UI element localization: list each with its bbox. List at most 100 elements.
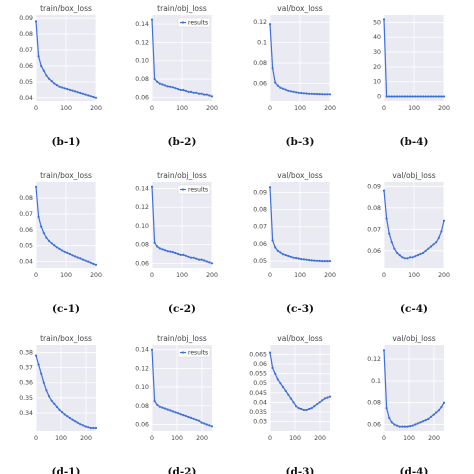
loss-data-point — [76, 91, 79, 94]
loss-data-point — [300, 91, 303, 95]
loss-data-point — [323, 397, 326, 400]
loss-data-point — [42, 69, 45, 72]
loss-data-point — [197, 258, 201, 261]
y-tick-label: 30 — [373, 49, 381, 56]
loss-data-point — [416, 422, 419, 425]
loss-data-point — [182, 414, 185, 417]
loss-data-point — [47, 77, 51, 80]
y-tick-label: 0.34 — [19, 410, 33, 417]
loss-data-point — [422, 251, 425, 254]
x-tick-label: 0 — [382, 272, 386, 279]
loss-data-point — [187, 415, 190, 419]
loss-data-point — [53, 82, 56, 85]
loss-data-point — [315, 92, 319, 96]
y-tick-label: 0.06 — [367, 421, 381, 428]
x-tick-label: 200 — [428, 435, 440, 442]
loss-data-point — [55, 405, 59, 408]
loss-data-point — [42, 381, 45, 384]
loss-data-point — [187, 255, 190, 258]
loss-data-point — [197, 92, 201, 95]
loss-data-point — [313, 259, 316, 262]
loss-data-point — [318, 259, 321, 262]
x-tick-label: 0 — [34, 435, 38, 442]
loss-data-point — [184, 414, 187, 418]
loss-data-point — [210, 425, 214, 428]
loss-data-point — [208, 94, 211, 97]
y-tick-label: 0.10 — [135, 223, 149, 230]
loss-data-point — [192, 417, 195, 420]
loss-data-point — [276, 378, 279, 381]
panel-d3: 0.03 0.035 0.04 0.045 0.05 0.055 0.06 0.065 0 100… — [249, 334, 332, 474]
y-tick-label: 0.06 — [135, 421, 149, 428]
y-tick-label: 0.12 — [135, 204, 149, 211]
loss-data-point — [276, 249, 279, 252]
y-tick-label: 0.08 — [135, 242, 149, 249]
loss-data-point — [279, 382, 282, 385]
loss-data-point — [388, 416, 391, 419]
panel-caption: (c-1) — [52, 303, 80, 315]
loss-data-point — [76, 421, 79, 424]
legend-label: results — [188, 187, 208, 194]
loss-data-point — [414, 95, 417, 98]
loss-data-point — [318, 93, 321, 96]
y-tick-label: 0.07 — [367, 226, 381, 233]
loss-data-point — [435, 95, 438, 98]
loss-data-point — [310, 259, 313, 262]
loss-data-point — [401, 425, 404, 428]
loss-data-point — [169, 250, 172, 253]
loss-data-point — [68, 416, 71, 420]
loss-data-point — [326, 396, 329, 399]
loss-data-point — [292, 90, 295, 93]
loss-data-point — [195, 418, 198, 421]
x-tick-label: 100 — [60, 272, 72, 279]
y-tick-label: 0.06 — [135, 94, 149, 101]
loss-data-point — [302, 258, 305, 261]
loss-data-point — [268, 23, 272, 26]
loss-data-point — [153, 400, 156, 403]
loss-data-point — [440, 95, 443, 98]
loss-data-point — [271, 67, 274, 70]
loss-data-point — [395, 251, 399, 254]
loss-data-point — [153, 77, 156, 81]
loss-data-point — [409, 95, 412, 98]
loss-data-point — [318, 401, 321, 404]
loss-data-point — [321, 93, 324, 96]
loss-data-point — [87, 94, 90, 97]
loss-data-point — [50, 242, 53, 245]
loss-data-point — [192, 91, 195, 94]
loss-data-point — [398, 254, 401, 257]
loss-data-point — [308, 407, 311, 411]
loss-data-point — [161, 83, 164, 86]
loss-data-point — [40, 64, 43, 68]
panel-c3: 0.05 0.06 0.07 0.08 0.09 0 100 200 val/box_loss (… — [253, 171, 336, 315]
loss-data-point — [287, 89, 290, 92]
x-tick-label: 200 — [90, 272, 102, 279]
loss-data-point — [284, 254, 287, 257]
x-tick-label: 200 — [196, 435, 208, 442]
y-tick-label: 0.07 — [253, 224, 267, 231]
loss-data-point — [385, 95, 388, 98]
loss-data-point — [281, 87, 285, 90]
loss-data-point — [87, 260, 90, 263]
x-tick-label: 0 — [268, 435, 272, 442]
panel-title: val/box_loss — [277, 171, 323, 180]
loss-data-point — [302, 408, 305, 412]
loss-data-point — [411, 256, 414, 259]
loss-data-point — [79, 257, 82, 260]
y-tick-label: 0.065 — [249, 352, 267, 359]
loss-data-point — [84, 259, 87, 262]
y-tick-label: 0.1 — [257, 40, 267, 47]
loss-data-point — [308, 259, 311, 262]
loss-data-point — [84, 93, 87, 96]
loss-data-point — [284, 389, 287, 392]
loss-data-point — [81, 92, 85, 95]
x-tick-label: 0 — [150, 105, 154, 112]
loss-data-point — [182, 253, 185, 256]
loss-data-point — [40, 225, 43, 228]
y-tick-label: 0.05 — [19, 79, 33, 86]
loss-data-point — [284, 88, 287, 91]
y-tick-label: 0.36 — [19, 380, 33, 387]
panel-caption: (d-4) — [400, 466, 429, 474]
loss-data-point — [169, 85, 172, 88]
x-tick-label: 100 — [294, 105, 306, 112]
